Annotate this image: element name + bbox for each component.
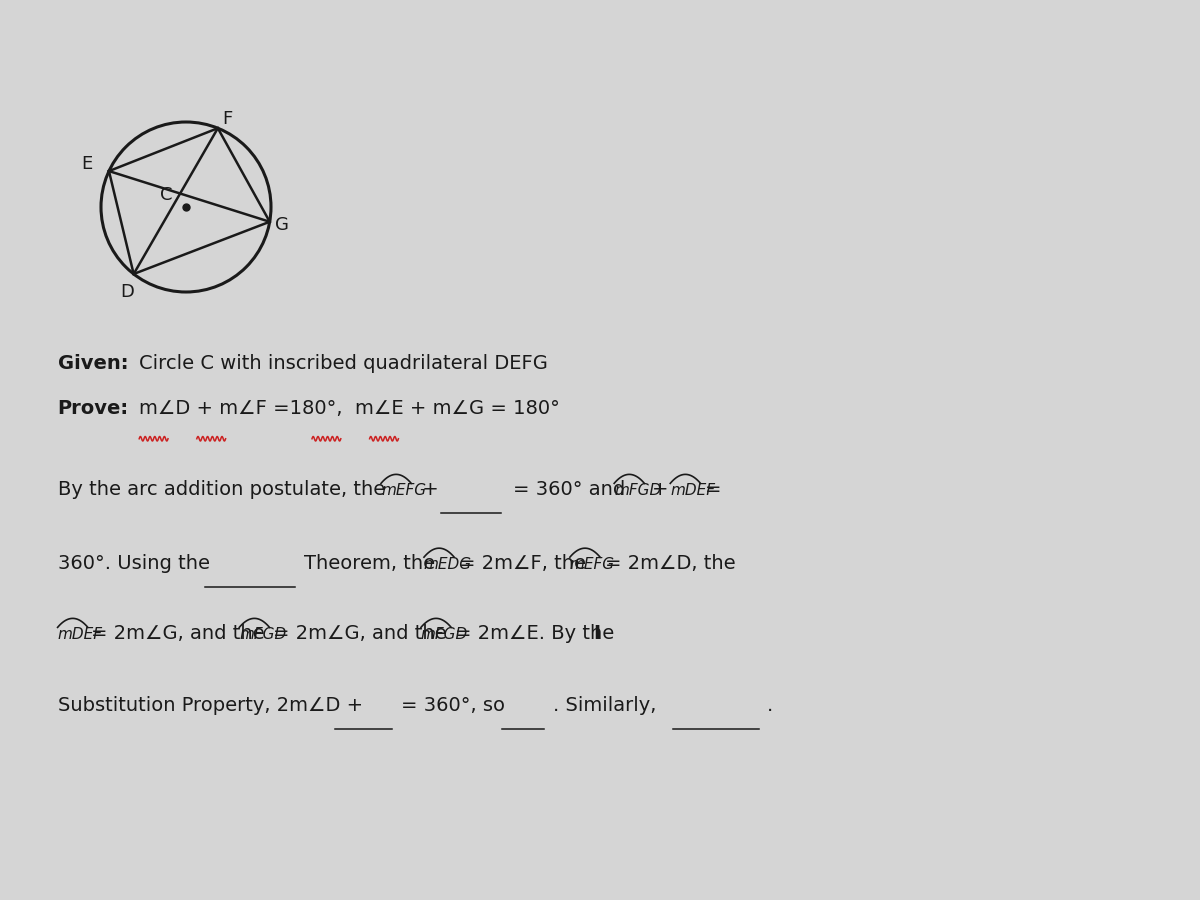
Text: .: . <box>767 696 773 715</box>
Text: C: C <box>160 185 172 203</box>
Text: mEFG: mEFG <box>382 483 426 498</box>
Text: =: = <box>706 480 722 499</box>
Text: m∠D + m∠F =180°,  m∠E + m∠G = 180°: m∠D + m∠F =180°, m∠E + m∠G = 180° <box>139 399 560 418</box>
Text: +: + <box>416 480 439 499</box>
Text: mEFG: mEFG <box>570 557 616 572</box>
Text: mDEF: mDEF <box>671 483 715 498</box>
Text: = 360° and: = 360° and <box>512 480 631 499</box>
Text: = 2m∠F, the: = 2m∠F, the <box>460 554 586 572</box>
Text: By the arc addition postulate, the: By the arc addition postulate, the <box>58 480 391 499</box>
Text: F: F <box>222 110 233 128</box>
Text: D: D <box>121 283 134 301</box>
Text: = 2m∠E. By the: = 2m∠E. By the <box>455 624 614 643</box>
Text: mDEF: mDEF <box>58 627 103 642</box>
Text: Theorem, the: Theorem, the <box>304 554 434 572</box>
Text: mFGD: mFGD <box>421 627 468 642</box>
Text: Prove:: Prove: <box>58 399 128 418</box>
Text: mEDG: mEDG <box>424 557 472 572</box>
Text: mFGD: mFGD <box>239 627 287 642</box>
Text: G: G <box>275 216 289 234</box>
Text: 360°. Using the: 360°. Using the <box>58 554 210 572</box>
Text: mFGD: mFGD <box>614 483 661 498</box>
Text: I: I <box>593 624 600 643</box>
Text: = 2m∠G, and the: = 2m∠G, and the <box>91 624 265 643</box>
Text: = 2m∠D, the: = 2m∠D, the <box>605 554 736 572</box>
Text: = 360°, so: = 360°, so <box>401 696 505 715</box>
Text: Substitution Property, 2m∠D +: Substitution Property, 2m∠D + <box>58 696 362 715</box>
Text: +: + <box>652 480 668 499</box>
Text: E: E <box>82 155 92 173</box>
Text: . Similarly,: . Similarly, <box>553 696 656 715</box>
Text: = 2m∠G, and the: = 2m∠G, and the <box>274 624 446 643</box>
Text: Given:: Given: <box>58 354 128 373</box>
Text: Circle C with inscribed quadrilateral DEFG: Circle C with inscribed quadrilateral DE… <box>139 354 548 373</box>
